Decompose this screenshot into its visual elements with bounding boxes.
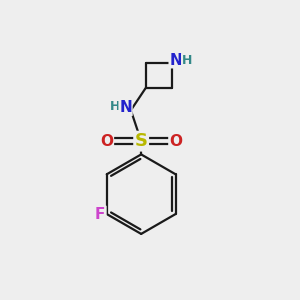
- Text: N: N: [119, 100, 132, 116]
- Text: O: O: [100, 134, 113, 149]
- Text: H: H: [182, 54, 192, 67]
- Text: S: S: [135, 132, 148, 150]
- Text: O: O: [169, 134, 182, 149]
- Text: H: H: [110, 100, 121, 113]
- Text: N: N: [169, 53, 182, 68]
- Text: F: F: [95, 206, 106, 221]
